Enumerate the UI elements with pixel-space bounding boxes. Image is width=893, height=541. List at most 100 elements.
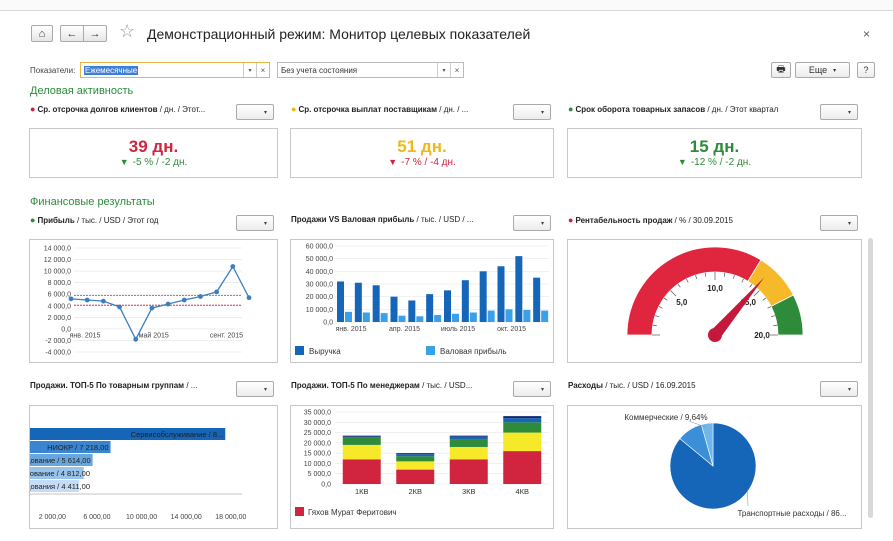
chevron-down-icon: ▾ xyxy=(847,109,851,116)
back-button[interactable]: ← xyxy=(60,25,83,42)
profit-settings-dropdown[interactable]: ▾ xyxy=(236,215,274,231)
chevron-down-icon: ▾ xyxy=(263,220,267,227)
top5-managers-panel-title: Продажи. ТОП-5 По менеджерам / тыс. / US… xyxy=(291,381,473,390)
gauge-tick-label: 10,0 xyxy=(707,284,723,293)
data-point xyxy=(100,298,106,304)
kpi-delta-text: -5 % / -2 дн. xyxy=(132,157,188,168)
y-tick-label: 12 000,0 xyxy=(44,257,71,264)
gauge-tick xyxy=(670,290,677,297)
help-button[interactable]: ? xyxy=(857,62,875,78)
kpi-title: ● Срок оборота товарных запасов / дн. / Э… xyxy=(568,104,779,114)
gauge-tick xyxy=(704,272,707,277)
stacked-bar-segment xyxy=(503,432,542,452)
kpi-delta-text: -7 % / -4 дн. xyxy=(401,157,456,168)
stacked-bar-segment xyxy=(449,436,488,440)
stacked-bar-segment xyxy=(342,435,381,437)
bar xyxy=(497,266,505,322)
gauge-tick xyxy=(773,324,778,327)
gauge-tick xyxy=(732,274,735,279)
gauge-tick xyxy=(762,297,767,301)
gauge-band xyxy=(770,294,804,336)
more-button[interactable]: Еще ▾ xyxy=(795,62,850,78)
print-button[interactable]: 🖶 xyxy=(771,62,791,78)
home-button[interactable]: ⌂ xyxy=(31,25,53,42)
data-point xyxy=(198,294,203,299)
top5-groups-chart-panel: Сервисобслуживание / 8... НИОКР / 7 218,0… xyxy=(0,405,278,529)
x-tick-label: янв. 2015 xyxy=(70,333,101,340)
kpi-panel: 39 дн. ▼ -5 % / -2 дн. xyxy=(29,128,278,178)
kpi-settings-dropdown[interactable]: ▾ xyxy=(513,104,551,120)
gauge-tick xyxy=(686,278,689,283)
y-tick-label: 6 000,0 xyxy=(48,292,71,299)
stacked-bar-segment xyxy=(503,418,542,423)
x-tick-label: 1КВ xyxy=(355,487,369,496)
y-tick-label: 50 000,0 xyxy=(306,256,333,263)
x-tick-label: апр. 2015 xyxy=(389,326,420,333)
kpi-value: 15 дн. xyxy=(689,137,740,156)
section-business-activity: Деловая активность xyxy=(30,85,134,97)
legend-label: Выручка xyxy=(309,347,341,356)
sales-vs-settings-dropdown[interactable]: ▾ xyxy=(513,215,551,231)
bar xyxy=(380,313,388,322)
kpi-panel: 15 дн. ▼ -12 % / -2 дн. xyxy=(567,128,862,178)
state-select[interactable]: Без учета состояния ▾ × xyxy=(277,62,464,78)
x-tick-label: сент. 2015 xyxy=(210,333,243,340)
clear-icon[interactable]: × xyxy=(450,63,463,77)
profitability-panel-title: ● Рентабельность продаж / % / 30.09.2015 xyxy=(568,215,733,225)
vertical-scrollbar[interactable] xyxy=(868,238,873,518)
forward-arrow-icon: → xyxy=(89,27,101,40)
y-tick-label: 0,0 xyxy=(323,320,333,327)
forward-button[interactable]: → xyxy=(83,25,107,42)
chevron-down-icon: ▾ xyxy=(540,220,544,227)
y-tick-label: 2 000,0 xyxy=(48,315,71,322)
state-select-value: Без учета состояния xyxy=(281,65,358,75)
data-point xyxy=(246,295,252,301)
chevron-down-icon[interactable]: ▾ xyxy=(243,63,256,77)
y-tick-label: 30 000,0 xyxy=(306,282,333,289)
gauge-tick xyxy=(771,315,776,318)
expenses-pie-chart: Коммерческие / 9,64% Транспортные расходы… xyxy=(624,413,846,518)
legend-swatch xyxy=(426,346,435,355)
bar xyxy=(416,316,424,322)
stacked-bar-segment xyxy=(342,436,381,438)
bar xyxy=(515,256,523,322)
kpi-settings-dropdown[interactable]: ▾ xyxy=(820,104,858,120)
data-point xyxy=(230,264,236,269)
profitability-settings-dropdown[interactable]: ▾ xyxy=(820,215,858,231)
bar xyxy=(30,480,80,492)
stacked-bar-segment xyxy=(449,446,488,460)
bar xyxy=(398,315,406,322)
y-tick-label: 10 000,0 xyxy=(306,307,333,314)
top5-managers-settings-dropdown[interactable]: ▾ xyxy=(513,381,551,397)
chevron-down-icon[interactable]: ▾ xyxy=(437,63,450,77)
close-icon[interactable]: × xyxy=(863,27,871,41)
bar xyxy=(30,441,111,453)
period-select[interactable]: Ежемесячные ▾ × xyxy=(80,62,270,78)
legend-label: Валовая прибыль xyxy=(440,347,507,356)
favorite-star-icon[interactable]: ☆ xyxy=(119,21,136,41)
bar xyxy=(541,310,549,322)
clear-icon[interactable]: × xyxy=(256,63,269,77)
x-tick-label: 6 000,00 xyxy=(83,514,110,521)
bar xyxy=(452,313,459,322)
stacked-bar-segment xyxy=(342,459,381,484)
kpi-value: 51 дн. xyxy=(397,137,447,156)
data-point xyxy=(181,297,187,303)
bar xyxy=(30,467,84,479)
gauge-tick xyxy=(749,283,753,288)
gauge-tick xyxy=(677,283,681,288)
bar xyxy=(408,300,416,322)
kpi-settings-dropdown[interactable]: ▾ xyxy=(236,104,274,120)
top5-managers-stacked-chart: 35 000,0 30 000,0 25 000,0 20 000,0 15 000,0… xyxy=(295,410,549,517)
profitability-gauge-chart: 5,0 10,0 15,0 20,0 xyxy=(626,246,804,342)
x-tick-label: 3КВ xyxy=(462,487,476,496)
kpi-value: 39 дн. xyxy=(128,137,179,156)
y-tick-label: 14 000,0 xyxy=(44,246,71,253)
bar xyxy=(354,282,362,322)
expenses-settings-dropdown[interactable]: ▾ xyxy=(820,381,858,397)
pie-leader-line xyxy=(747,489,749,507)
top5-groups-settings-dropdown[interactable]: ▾ xyxy=(236,381,274,397)
bar-label: Монтаж оборудования / 4 411,00 xyxy=(30,482,90,491)
y-tick-label: 15 000,0 xyxy=(304,451,331,458)
profit-line-chart: 14 000,0 12 000,0 10 000,0 8 000,0 6 000,0 4 … xyxy=(44,246,252,357)
